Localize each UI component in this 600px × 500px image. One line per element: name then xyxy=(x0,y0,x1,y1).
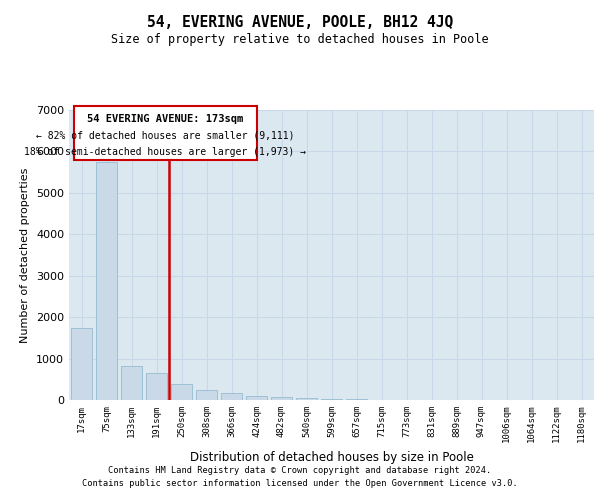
Bar xyxy=(271,398,292,400)
Text: Size of property relative to detached houses in Poole: Size of property relative to detached ho… xyxy=(111,32,489,46)
Text: 54 EVERING AVENUE: 173sqm: 54 EVERING AVENUE: 173sqm xyxy=(87,114,244,124)
Bar xyxy=(96,162,117,400)
Bar xyxy=(121,366,142,400)
Bar xyxy=(196,390,217,400)
Bar xyxy=(246,396,267,400)
Bar xyxy=(171,384,192,400)
Bar xyxy=(321,399,342,400)
Text: 54, EVERING AVENUE, POOLE, BH12 4JQ: 54, EVERING AVENUE, POOLE, BH12 4JQ xyxy=(147,15,453,30)
Y-axis label: Number of detached properties: Number of detached properties xyxy=(20,168,31,342)
Bar xyxy=(296,398,317,400)
Text: 18% of semi-detached houses are larger (1,973) →: 18% of semi-detached houses are larger (… xyxy=(24,146,306,156)
Text: Contains HM Land Registry data © Crown copyright and database right 2024.
Contai: Contains HM Land Registry data © Crown c… xyxy=(82,466,518,487)
X-axis label: Distribution of detached houses by size in Poole: Distribution of detached houses by size … xyxy=(190,451,473,464)
Bar xyxy=(146,373,167,400)
Bar xyxy=(71,328,92,400)
Bar xyxy=(221,394,242,400)
FancyBboxPatch shape xyxy=(74,106,257,160)
Text: ← 82% of detached houses are smaller (9,111): ← 82% of detached houses are smaller (9,… xyxy=(36,130,295,140)
